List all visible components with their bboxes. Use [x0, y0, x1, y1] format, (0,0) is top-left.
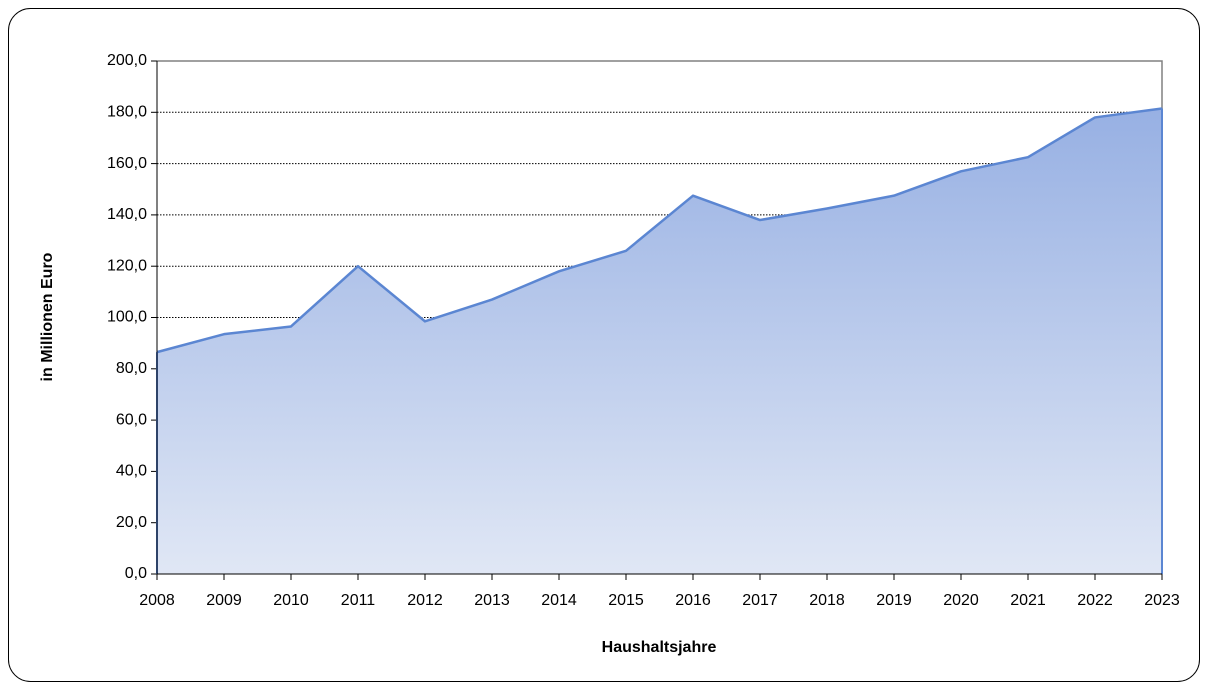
x-axis-title: Haushaltsjahre — [602, 639, 717, 656]
x-tick-label: 2008 — [139, 592, 175, 609]
x-tick-label: 2019 — [876, 592, 912, 609]
y-tick-label: 40,0 — [116, 463, 147, 480]
x-tick-label: 2023 — [1144, 592, 1180, 609]
x-tick-label: 2014 — [541, 592, 577, 609]
x-tick-label: 2021 — [1010, 592, 1046, 609]
area — [157, 108, 1162, 574]
y-axis-title: in Millionen Euro — [39, 252, 56, 381]
x-tick-label: 2016 — [675, 592, 711, 609]
y-tick-label: 160,0 — [107, 155, 147, 172]
y-tick-label: 120,0 — [107, 257, 147, 274]
x-tick-label: 2022 — [1077, 592, 1113, 609]
x-tick-label: 2015 — [608, 592, 644, 609]
x-tick-label: 2018 — [809, 592, 845, 609]
y-tick-label: 100,0 — [107, 309, 147, 326]
y-tick-label: 80,0 — [116, 360, 147, 377]
y-tick-label: 200,0 — [107, 52, 147, 69]
x-tick-label: 2010 — [273, 592, 309, 609]
y-tick-label: 180,0 — [107, 104, 147, 121]
x-tick-label: 2020 — [943, 592, 979, 609]
y-tick-label: 60,0 — [116, 411, 147, 428]
y-tick-label: 140,0 — [107, 206, 147, 223]
y-tick-label: 20,0 — [116, 514, 147, 531]
area-line — [156, 107, 1163, 354]
x-tick-label: 2009 — [206, 592, 242, 609]
x-tick-label: 2012 — [407, 592, 443, 609]
y-tick-label: 0,0 — [125, 565, 147, 582]
x-tick-label: 2013 — [474, 592, 510, 609]
x-tick-label: 2011 — [341, 592, 376, 609]
x-tick-label: 2017 — [742, 592, 778, 609]
